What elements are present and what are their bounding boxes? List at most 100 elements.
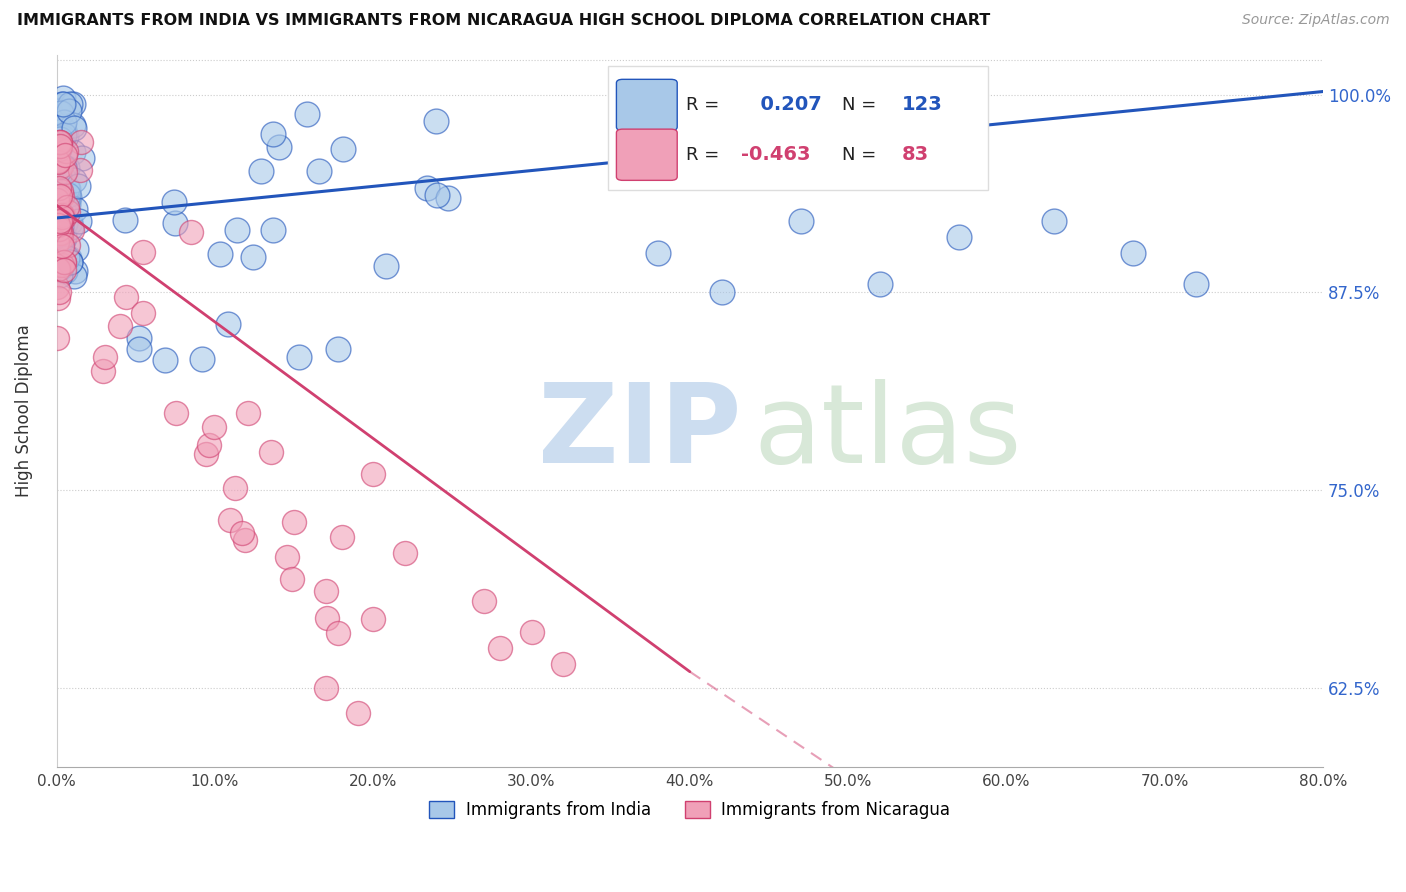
Point bbox=[46, 194, 69, 208]
Point bbox=[132, 306, 155, 320]
Point bbox=[51, 253, 73, 268]
Text: N =: N = bbox=[842, 96, 876, 114]
Point bbox=[59, 215, 82, 229]
Point bbox=[315, 584, 337, 599]
Point bbox=[53, 147, 76, 161]
Point bbox=[250, 164, 273, 178]
Point bbox=[56, 196, 79, 211]
Point bbox=[48, 183, 70, 197]
Point bbox=[332, 142, 354, 156]
Point bbox=[63, 268, 86, 283]
Point bbox=[361, 467, 384, 481]
Point bbox=[51, 171, 73, 186]
Point bbox=[233, 533, 256, 548]
Point bbox=[49, 226, 72, 240]
Point bbox=[346, 706, 368, 721]
Point bbox=[51, 129, 73, 144]
FancyBboxPatch shape bbox=[616, 79, 678, 130]
Point bbox=[55, 200, 77, 214]
Point bbox=[315, 681, 337, 695]
Point bbox=[48, 135, 70, 149]
Point bbox=[49, 189, 72, 203]
Y-axis label: High School Diploma: High School Diploma bbox=[15, 325, 32, 497]
Point bbox=[46, 154, 69, 169]
Point bbox=[51, 231, 73, 245]
Point bbox=[224, 481, 246, 495]
Point bbox=[114, 212, 136, 227]
Point bbox=[55, 128, 77, 143]
Text: 0.207: 0.207 bbox=[747, 95, 821, 114]
Point bbox=[48, 222, 70, 236]
Point bbox=[46, 155, 69, 169]
Point bbox=[51, 260, 73, 275]
Point bbox=[72, 152, 94, 166]
Point bbox=[45, 235, 67, 249]
Point bbox=[51, 106, 73, 120]
Point bbox=[238, 406, 260, 420]
Point bbox=[260, 445, 283, 459]
Text: IMMIGRANTS FROM INDIA VS IMMIGRANTS FROM NICARAGUA HIGH SCHOOL DIPLOMA CORRELATI: IMMIGRANTS FROM INDIA VS IMMIGRANTS FROM… bbox=[17, 13, 990, 29]
Point bbox=[242, 251, 264, 265]
Point bbox=[65, 242, 87, 256]
Point bbox=[48, 121, 70, 136]
Point bbox=[49, 214, 72, 228]
Point bbox=[58, 104, 80, 119]
Point bbox=[308, 164, 330, 178]
Point bbox=[162, 195, 184, 210]
Point bbox=[948, 230, 970, 244]
Point bbox=[710, 285, 733, 300]
Point bbox=[46, 120, 69, 134]
Point bbox=[194, 447, 217, 461]
Point bbox=[70, 135, 93, 149]
Point bbox=[48, 160, 70, 174]
Point bbox=[115, 290, 138, 304]
Point bbox=[520, 625, 543, 640]
Point bbox=[1185, 277, 1208, 292]
Point bbox=[48, 222, 70, 236]
Point bbox=[553, 657, 575, 671]
Point bbox=[46, 211, 69, 226]
Point bbox=[58, 251, 80, 265]
Point bbox=[49, 212, 72, 227]
Point bbox=[46, 262, 69, 277]
Point bbox=[63, 121, 86, 136]
Point bbox=[56, 188, 79, 202]
Point bbox=[56, 192, 79, 206]
Point bbox=[49, 139, 72, 153]
Point bbox=[46, 194, 69, 208]
Point bbox=[53, 114, 76, 128]
Point bbox=[262, 223, 284, 237]
Point bbox=[180, 225, 202, 239]
Point bbox=[53, 165, 76, 179]
Point bbox=[426, 187, 449, 202]
Point bbox=[165, 406, 187, 420]
Point bbox=[51, 219, 73, 234]
Point bbox=[48, 169, 70, 183]
Point bbox=[62, 223, 84, 237]
Point bbox=[46, 152, 69, 166]
Point bbox=[52, 210, 75, 224]
Point bbox=[59, 96, 82, 111]
Point bbox=[46, 219, 69, 233]
Text: ZIP: ZIP bbox=[538, 379, 741, 486]
Point bbox=[46, 262, 69, 277]
Point bbox=[56, 181, 79, 195]
Point bbox=[209, 247, 232, 261]
Point bbox=[63, 264, 86, 278]
Point bbox=[51, 233, 73, 247]
Point bbox=[48, 132, 70, 146]
Point bbox=[48, 99, 70, 113]
Point bbox=[53, 202, 76, 217]
Point bbox=[52, 190, 75, 204]
FancyBboxPatch shape bbox=[607, 66, 987, 190]
Point bbox=[69, 162, 91, 177]
Text: atlas: atlas bbox=[754, 379, 1022, 486]
Point bbox=[1043, 214, 1066, 228]
Point bbox=[204, 420, 226, 434]
Point bbox=[51, 258, 73, 272]
Point bbox=[48, 248, 70, 262]
Point bbox=[52, 91, 75, 105]
Point bbox=[53, 231, 76, 245]
Point bbox=[49, 135, 72, 149]
Point bbox=[128, 342, 150, 356]
